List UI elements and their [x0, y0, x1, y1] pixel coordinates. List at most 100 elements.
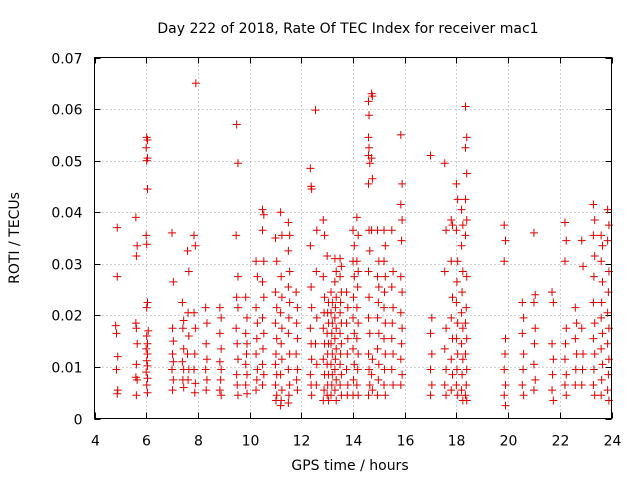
data-point — [232, 120, 241, 129]
data-point — [258, 277, 267, 286]
data-point — [380, 288, 389, 297]
data-point — [398, 370, 407, 379]
data-point — [440, 380, 449, 389]
data-point — [549, 355, 558, 364]
data-point — [272, 391, 281, 400]
data-point — [364, 313, 373, 322]
data-point — [307, 391, 316, 400]
data-point — [457, 308, 466, 317]
data-point — [336, 360, 345, 369]
data-point — [603, 386, 612, 395]
data-point — [452, 298, 461, 307]
data-point — [518, 380, 527, 389]
data-point — [332, 267, 341, 276]
data-point — [202, 375, 211, 384]
data-point — [271, 380, 280, 389]
data-point — [380, 303, 389, 312]
data-point — [548, 339, 557, 348]
data-point — [452, 226, 461, 235]
data-point — [327, 329, 336, 338]
data-point — [202, 339, 211, 348]
data-point — [312, 380, 321, 389]
data-point — [178, 298, 187, 307]
data-point — [142, 156, 151, 165]
data-point — [258, 380, 267, 389]
data-point — [253, 365, 262, 374]
data-point — [368, 174, 377, 183]
data-point — [276, 401, 285, 410]
data-point — [500, 221, 509, 230]
data-point — [462, 396, 471, 405]
data-point — [190, 365, 199, 374]
data-point — [457, 205, 466, 214]
data-point — [374, 375, 383, 384]
data-point — [328, 350, 337, 359]
data-point — [448, 293, 457, 302]
tick-layer: 4 6 8 10 12 14 16 18 20 22 24 0 0.01 0.02 0.03 0.04 0.05… — [51, 52, 621, 450]
data-point — [397, 339, 406, 348]
data-point — [328, 370, 337, 379]
data-point — [462, 365, 471, 374]
data-point — [598, 241, 607, 250]
data-point — [462, 334, 471, 343]
data-point — [603, 308, 612, 317]
data-point — [589, 365, 598, 374]
data-point — [252, 257, 261, 266]
data-point — [307, 185, 316, 194]
data-point — [252, 386, 261, 395]
data-point — [364, 133, 373, 142]
data-point — [330, 386, 339, 395]
x-tick-label: 22 — [552, 434, 570, 450]
data-point — [259, 210, 268, 219]
data-point — [258, 205, 267, 214]
data-point — [168, 386, 177, 395]
data-point — [529, 386, 538, 395]
data-point — [462, 272, 471, 281]
data-point — [311, 106, 320, 115]
data-point — [518, 329, 527, 338]
data-point — [560, 218, 569, 227]
data-point — [285, 298, 294, 307]
data-point — [215, 386, 224, 395]
data-point — [458, 324, 467, 333]
data-point — [368, 386, 377, 395]
data-point — [374, 282, 383, 291]
data-point — [373, 272, 382, 281]
data-point — [241, 380, 250, 389]
data-point — [133, 339, 142, 348]
data-point — [292, 288, 301, 297]
data-point — [319, 272, 328, 281]
x-tick-label: 18 — [448, 434, 466, 450]
data-point — [548, 288, 557, 297]
data-point — [427, 350, 436, 359]
data-point — [258, 226, 267, 235]
data-point — [271, 288, 280, 297]
data-point — [462, 133, 471, 142]
data-point — [560, 355, 569, 364]
data-point — [462, 215, 471, 224]
data-point — [562, 236, 571, 245]
data-point — [387, 282, 396, 291]
data-point — [381, 272, 390, 281]
data-point — [364, 391, 373, 400]
data-point — [143, 136, 152, 145]
data-point — [113, 352, 122, 361]
data-point — [307, 355, 316, 364]
data-point — [590, 252, 599, 261]
data-point — [548, 386, 557, 395]
data-point — [461, 391, 470, 400]
data-point — [562, 324, 571, 333]
data-point — [202, 319, 211, 328]
chart-title: Day 222 of 2018, Rate Of TEC Index for r… — [157, 21, 538, 37]
data-point — [113, 386, 122, 395]
data-point — [389, 380, 398, 389]
data-point — [328, 298, 337, 307]
data-point — [306, 241, 315, 250]
data-point — [577, 324, 586, 333]
grid-layer — [94, 57, 612, 419]
data-point — [277, 396, 286, 405]
x-tick-label: 8 — [194, 434, 203, 450]
data-point — [549, 396, 558, 405]
data-point — [352, 213, 361, 222]
data-point — [453, 195, 462, 204]
